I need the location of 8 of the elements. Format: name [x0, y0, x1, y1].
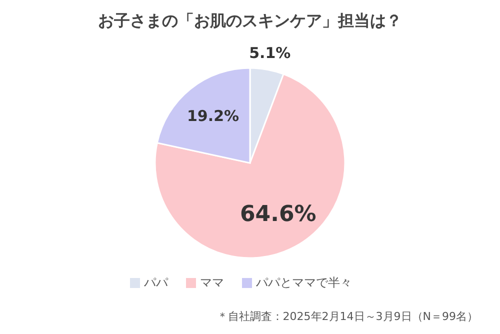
- text: ＊自社調査：2025年2月14日～3月9日（N＝99名）: [216, 310, 478, 323]
- data-label: 19.2%: [187, 107, 240, 126]
- chart-title: お子さまの「お肌のスキンケア」担当は？: [98, 11, 402, 30]
- legend-label: ママ: [200, 275, 224, 290]
- legend-label: パパとママで半々: [255, 275, 352, 290]
- data-label: 5.1%: [249, 44, 291, 62]
- data-label: 64.6%: [240, 202, 316, 227]
- legend-label: パパ: [143, 275, 169, 290]
